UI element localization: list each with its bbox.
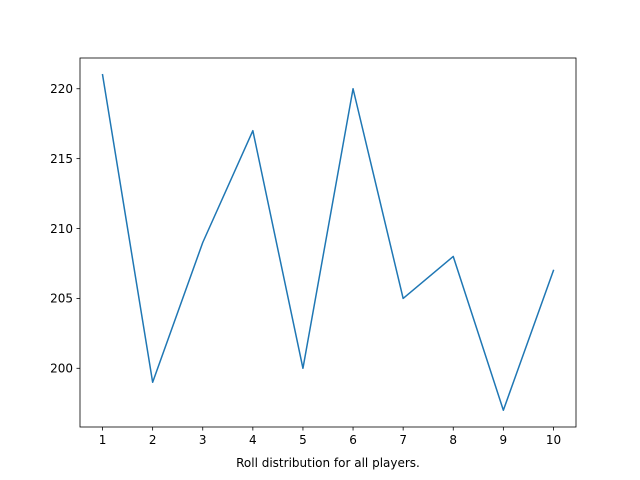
x-tick-label: 2 xyxy=(149,433,157,447)
x-tick-label: 10 xyxy=(546,433,561,447)
axes: 1 2 3 4 5 6 7 8 9 10 200 205 210 215 220 xyxy=(50,57,577,447)
x-tick-label: 3 xyxy=(199,433,207,447)
x-tick-label: 7 xyxy=(399,433,407,447)
x-tick-label: 6 xyxy=(349,433,357,447)
y-tick-label: 210 xyxy=(50,222,73,236)
plot-area xyxy=(101,73,555,411)
x-tick-label: 9 xyxy=(500,433,508,447)
series-line-0 xyxy=(101,73,555,411)
x-tick-label: 8 xyxy=(449,433,457,447)
y-tick-label: 220 xyxy=(50,82,73,96)
y-tick-label: 200 xyxy=(50,362,73,376)
y-tick-label: 205 xyxy=(50,292,73,306)
x-tick-label: 4 xyxy=(249,433,257,447)
y-tick-label: 215 xyxy=(50,152,73,166)
x-tick-label: 5 xyxy=(299,433,307,447)
x-tick-label: 1 xyxy=(99,433,107,447)
x-axis-label: Roll distribution for all players. xyxy=(236,456,420,470)
axes-frame xyxy=(79,57,577,428)
